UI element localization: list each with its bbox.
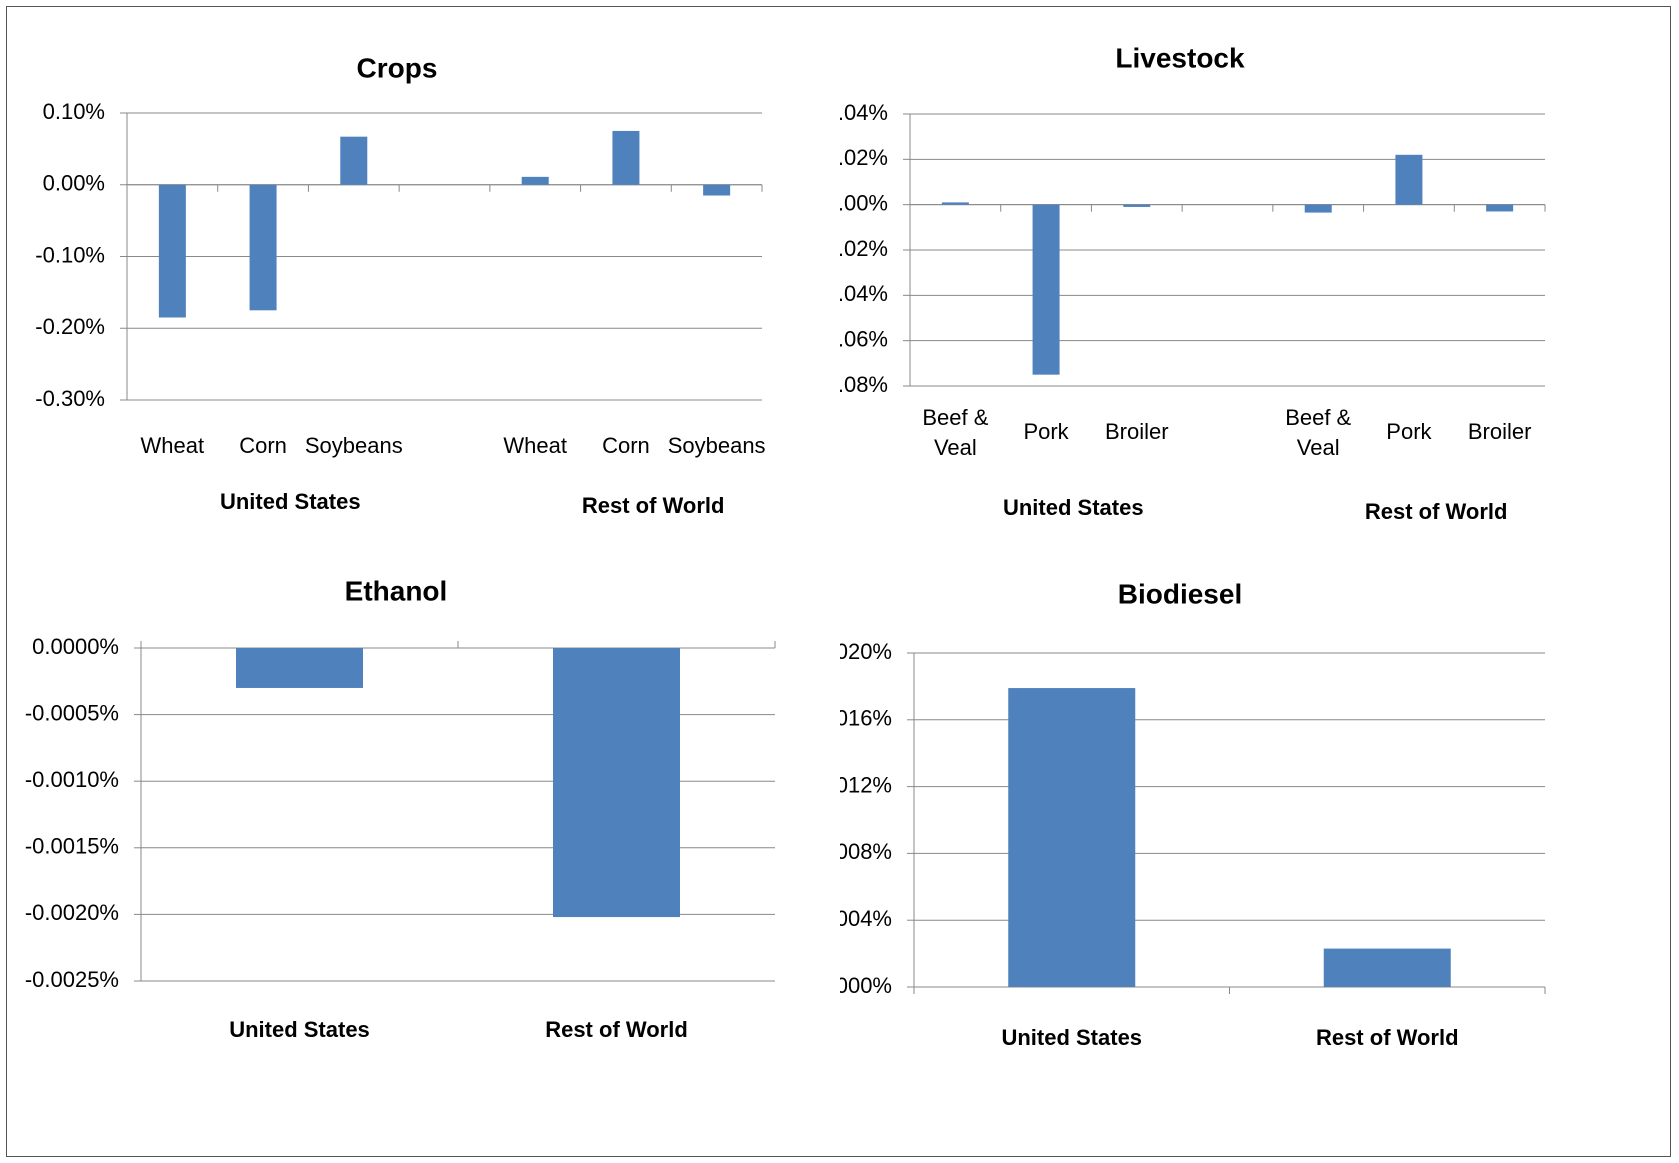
biodiesel-category-label: United States	[1001, 1025, 1142, 1050]
ethanol-ytick-label: -0.0015%	[25, 834, 119, 859]
biodiesel-ytick-label: 0.008%	[840, 839, 892, 864]
ethanol-ytick-label: -0.0025%	[25, 967, 119, 992]
biodiesel-ytick-label: 0.016%	[840, 706, 892, 731]
livestock-category-label: Broiler	[1468, 419, 1532, 444]
ethanol-ytick-label: -0.0020%	[25, 900, 119, 925]
biodiesel-ytick-label: 0.012%	[840, 772, 892, 797]
livestock-bar	[1032, 204, 1060, 375]
ethanol-ytick-label: 0.0000%	[32, 634, 119, 659]
livestock-category-label: Broiler	[1105, 419, 1169, 444]
figure-frame	[6, 6, 1671, 1157]
crops-ytick-label: -0.30%	[35, 386, 105, 411]
livestock-bar	[1486, 204, 1514, 212]
livestock-category-label: Beef & Veal	[1285, 405, 1351, 460]
crops-bar	[249, 184, 277, 311]
crops-bar	[703, 184, 731, 196]
biodiesel-bar	[1323, 948, 1451, 987]
crops-bar	[521, 176, 549, 185]
biodiesel-title: Biodiesel	[1118, 578, 1242, 609]
ethanol-bar	[236, 648, 363, 688]
crops-chart: Crops 0.10% 0.00% -0.10% -0.20% -0.30% Wheat Co…	[0, 0, 840, 575]
crops-bar	[612, 130, 640, 185]
crops-bar	[158, 184, 186, 318]
crops-ytick-label: 0.10%	[43, 99, 105, 124]
biodiesel-ytick-label: 0.020%	[840, 639, 892, 664]
livestock-ytick-label: 0.00%	[840, 190, 888, 215]
livestock-category-label: Pork	[1023, 419, 1069, 444]
livestock-ytick-label: -0.04%	[840, 281, 888, 306]
livestock-group-label: United States	[1003, 495, 1144, 520]
crops-ytick-label: -0.20%	[35, 314, 105, 339]
livestock-category-label: Pork	[1386, 419, 1432, 444]
crops-group-label: United States	[220, 489, 361, 514]
ethanol-category-label: United States	[229, 1017, 370, 1042]
ethanol-category-label: Rest of World	[545, 1017, 688, 1042]
crops-title: Crops	[357, 52, 438, 83]
crops-chart-svg: Crops 0.10% 0.00% -0.10% -0.20% -0.30% Wheat Co…	[35, 52, 766, 518]
biodiesel-category-label: Rest of World	[1316, 1025, 1459, 1050]
livestock-bar	[1395, 154, 1423, 205]
livestock-ytick-label: -0.02%	[840, 236, 888, 261]
crops-ytick-label: 0.00%	[43, 171, 105, 196]
livestock-ytick-label: 0.02%	[840, 145, 888, 170]
crops-bar	[340, 136, 368, 185]
livestock-ytick-label: -0.08%	[840, 372, 888, 397]
livestock-category-label: Beef & Veal	[922, 405, 988, 460]
crops-category-label: Wheat	[141, 433, 205, 458]
crops-category-label: Corn	[239, 433, 287, 458]
biodiesel-bar	[1008, 688, 1136, 987]
ethanol-ytick-label: -0.0010%	[25, 767, 119, 792]
biodiesel-ytick-label: 0.000%	[840, 973, 892, 998]
livestock-chart: Livestock 0.04% 0.02% 0.00% -0.02% -0.04% -0.0…	[840, 0, 1679, 575]
crops-category-label: Soybeans	[668, 433, 766, 458]
crops-category-label: Soybeans	[305, 433, 403, 458]
ethanol-bar	[553, 648, 680, 918]
ethanol-title: Ethanol	[345, 575, 448, 606]
crops-category-label: Corn	[602, 433, 650, 458]
livestock-chart-svg: Livestock 0.04% 0.02% 0.00% -0.02% -0.04% -0.0…	[840, 42, 1546, 524]
crops-group-label: Rest of World	[582, 493, 725, 518]
ethanol-ytick-label: -0.0005%	[25, 700, 119, 725]
livestock-bar	[941, 202, 969, 205]
biodiesel-chart-svg: Biodiesel 0.020% 0.016% 0.012% 0.008% 0.004% 0…	[840, 578, 1546, 1050]
livestock-group-label: Rest of World	[1365, 499, 1508, 524]
ethanol-chart-svg: Ethanol 0.0000% -0.0005% -0.0010% -0.0015% -0…	[25, 575, 776, 1042]
crops-ytick-label: -0.10%	[35, 242, 105, 267]
livestock-title: Livestock	[1115, 42, 1245, 73]
livestock-bar	[1304, 204, 1332, 213]
crops-category-label: Wheat	[503, 433, 567, 458]
ethanol-chart: Ethanol 0.0000% -0.0005% -0.0010% -0.0015% -0…	[0, 575, 840, 1150]
biodiesel-chart: Biodiesel 0.020% 0.016% 0.012% 0.008% 0.004% 0…	[840, 575, 1679, 1150]
livestock-ytick-label: -0.06%	[840, 326, 888, 351]
biodiesel-ytick-label: 0.004%	[840, 906, 892, 931]
livestock-bar	[1123, 204, 1151, 207]
livestock-ytick-label: 0.04%	[840, 100, 888, 125]
